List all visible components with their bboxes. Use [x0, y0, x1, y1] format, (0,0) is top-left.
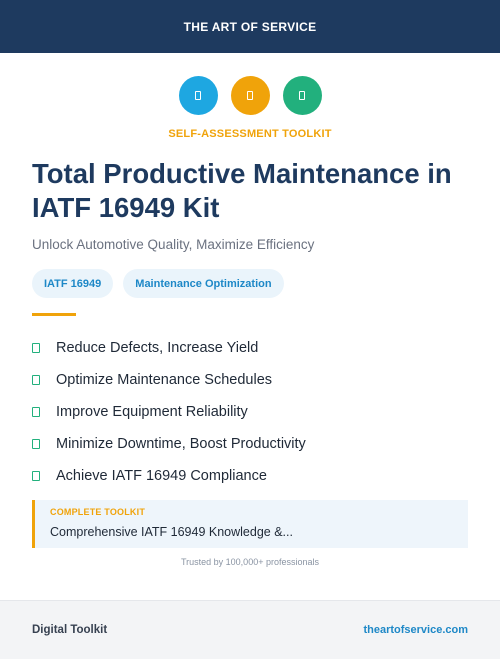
tag-list: IATF 16949 Maintenance Optimization — [32, 269, 284, 298]
website-link[interactable]: theartofservice.com — [363, 624, 468, 636]
benefit-item: Minimize Downtime, Boost Productivity — [32, 428, 306, 460]
benefit-item: Reduce Defects, Increase Yield — [32, 332, 306, 364]
document-icon — [282, 76, 322, 115]
footer: Digital Toolkit theartofservice.com — [0, 600, 500, 659]
footer-label: Digital Toolkit — [32, 624, 108, 636]
benefit-text: Reduce Defects, Increase Yield — [56, 340, 259, 356]
toolkit-callout: COMPLETE TOOLKIT Comprehensive IATF 1694… — [32, 500, 468, 548]
document-icon — [230, 76, 270, 115]
check-icon — [32, 343, 40, 353]
check-icon — [32, 375, 40, 385]
benefit-list: Reduce Defects, Increase Yield Optimize … — [32, 332, 306, 492]
accent-divider — [32, 313, 76, 316]
callout-text: Comprehensive IATF 16949 Knowledge &... — [50, 525, 293, 539]
page-subtitle: Unlock Automotive Quality, Maximize Effi… — [32, 237, 315, 252]
brand-banner: THE ART OF SERVICE — [0, 0, 500, 53]
benefit-text: Minimize Downtime, Boost Productivity — [56, 436, 306, 452]
check-icon — [32, 439, 40, 449]
trust-note: Trusted by 100,000+ professionals — [180, 557, 319, 567]
check-icon — [32, 407, 40, 417]
benefit-item: Improve Equipment Reliability — [32, 396, 306, 428]
benefit-item: Achieve IATF 16949 Compliance — [32, 460, 306, 492]
document-icon — [178, 76, 218, 115]
callout-label: COMPLETE TOOLKIT — [50, 507, 146, 517]
tag-maintenance-optimization: Maintenance Optimization — [123, 269, 284, 298]
benefit-text: Optimize Maintenance Schedules — [56, 372, 273, 388]
benefit-text: Improve Equipment Reliability — [56, 404, 248, 420]
icon-row — [0, 76, 500, 115]
page-title: Total Productive Maintenance in IATF 169… — [32, 158, 452, 223]
toolkit-kicker: SELF-ASSESSMENT TOOLKIT — [168, 128, 332, 140]
benefit-text: Achieve IATF 16949 Compliance — [56, 468, 267, 484]
check-icon — [32, 471, 40, 481]
tag-iatf-16949: IATF 16949 — [32, 269, 114, 298]
benefit-item: Optimize Maintenance Schedules — [32, 364, 306, 396]
